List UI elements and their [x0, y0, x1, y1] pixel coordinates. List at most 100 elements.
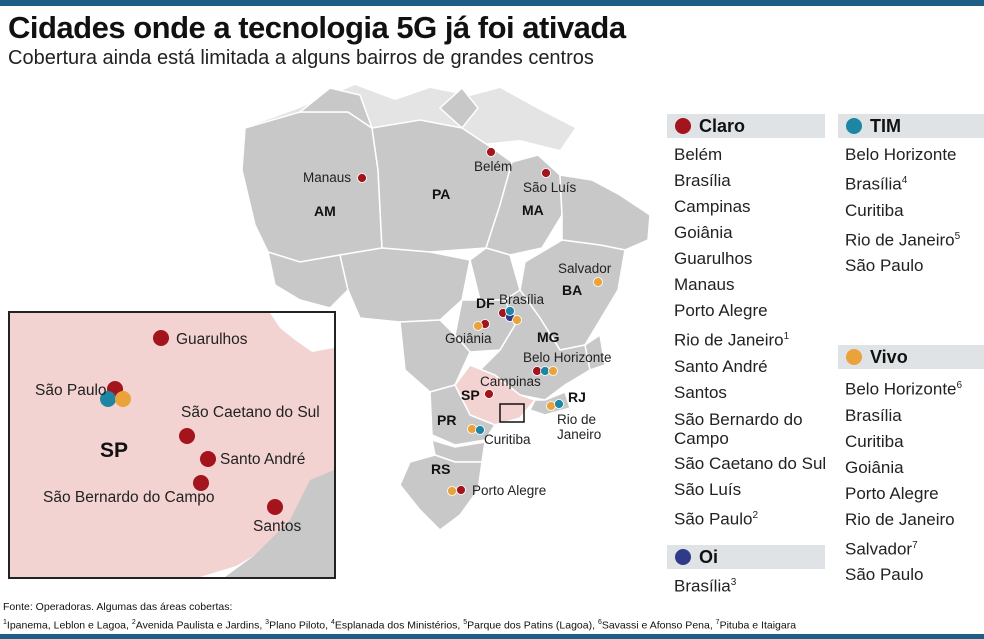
marker-tim-rio	[554, 399, 564, 409]
marker-vivo-goiania	[473, 321, 483, 331]
list-item: São Paulo	[845, 565, 924, 585]
list-item: Guarulhos	[674, 249, 753, 268]
inset-state-label: SP	[100, 439, 128, 462]
marker-vivo-rio	[546, 401, 556, 411]
tim-dot-icon	[846, 118, 862, 134]
list-item: Porto Alegre	[845, 483, 939, 503]
list-item: Brasília	[845, 405, 902, 425]
state-label-df: DF	[476, 295, 495, 311]
state-ma	[485, 154, 563, 256]
vivo-city-list: Belo Horizonte6 Brasília Curitiba Goiâni…	[838, 373, 984, 588]
list-item: São Paulo	[845, 256, 924, 276]
city-label-curitiba: Curitiba	[484, 432, 531, 447]
state-label-rj: RJ	[568, 389, 586, 405]
list-item: Belo Horizonte	[845, 145, 957, 164]
state-label-am: AM	[314, 203, 336, 219]
sp-zoom-box	[499, 403, 525, 423]
state-northeast	[559, 174, 651, 251]
list-item: São Caetano do Sul	[674, 453, 827, 473]
footnotes-line: 1Ipanema, Leblon e Lagoa, 2Avenida Pauli…	[3, 619, 797, 632]
list-item: São Bernardo do Campo	[674, 409, 803, 448]
marker-claro-manaus	[357, 173, 367, 183]
list-item: Goiânia	[845, 457, 904, 477]
city-label-manaus: Manaus	[303, 170, 351, 185]
city-label-rio-line2: Janeiro	[557, 427, 601, 442]
top-accent-bar	[0, 0, 984, 6]
state-rr	[297, 87, 374, 130]
state-label-ma: MA	[522, 202, 544, 218]
marker-vivo-salvador	[593, 277, 603, 287]
list-item: Rio de Janeiro5	[845, 230, 961, 250]
city-label-sao-luis: São Luís	[523, 180, 577, 195]
inset-label-sao-bernardo: São Bernardo do Campo	[43, 489, 214, 506]
source-note: Fonte: Operadoras. Algumas das áreas cob…	[3, 600, 796, 634]
panel-vivo: Vivo Belo Horizonte6 Brasília Curitiba G…	[838, 345, 984, 588]
list-item: Belo Horizonte6	[845, 379, 963, 399]
marker-tim-curitiba	[475, 425, 485, 435]
state-label-pa: PA	[432, 186, 450, 202]
state-mt	[339, 247, 471, 323]
marker-vivo-porto-alegre	[447, 486, 457, 496]
city-label-rio-line1: Rio de	[557, 412, 596, 427]
claro-city-list: Belém Brasília Campinas Goiânia Guarulho…	[667, 142, 827, 532]
state-label-ba: BA	[562, 282, 582, 298]
city-label-porto-alegre: Porto Alegre	[472, 483, 546, 498]
marker-tim-brasilia	[505, 306, 515, 316]
state-mg	[479, 288, 591, 401]
list-item: Porto Alegre	[674, 301, 768, 320]
panel-vivo-header: Vivo	[838, 345, 984, 369]
oi-city-list: Brasília3	[667, 570, 825, 600]
brazil-map: AM PA MA BA DF MG SP RJ PR RS Manaus Bel…	[8, 85, 651, 579]
city-label-campinas: Campinas	[480, 374, 541, 389]
panel-tim: TIM Belo Horizonte Brasília4 Curitiba Ri…	[838, 114, 984, 279]
sp-inset	[8, 311, 336, 579]
state-label-mg: MG	[537, 329, 560, 345]
inset-label-sao-caetano: São Caetano do Sul	[181, 404, 320, 421]
list-item: São Paulo2	[674, 509, 759, 529]
list-item: Brasília3	[674, 576, 737, 596]
panel-oi-header: Oi	[667, 545, 825, 569]
page-subtitle: Cobertura ainda está limitada a alguns b…	[8, 47, 594, 69]
list-item: Brasília	[674, 171, 731, 190]
city-label-goiania: Goiânia	[445, 331, 492, 346]
inset-label-sao-paulo: São Paulo	[35, 382, 107, 399]
list-item: Rio de Janeiro1	[674, 330, 790, 350]
page-title: Cidades onde a tecnologia 5G já foi ativ…	[8, 10, 626, 45]
list-item: Curitiba	[845, 200, 904, 220]
oi-dot-icon	[675, 549, 691, 565]
state-ac-ro	[267, 250, 349, 309]
state-ms	[399, 319, 471, 393]
vivo-dot-icon	[846, 349, 862, 365]
panel-oi-title: Oi	[699, 546, 719, 567]
state-ap	[438, 86, 479, 130]
city-label-salvador: Salvador	[558, 261, 612, 276]
list-item: Campinas	[674, 197, 751, 216]
state-am	[241, 111, 383, 263]
marker-claro-belem	[486, 147, 496, 157]
state-label-pr: PR	[437, 412, 456, 428]
list-item: Salvador7	[845, 539, 918, 559]
list-item: Manaus	[674, 275, 735, 294]
state-label-rs: RS	[431, 461, 450, 477]
marker-vivo-curitiba	[467, 424, 477, 434]
inset-label-santo-andre: Santo André	[220, 451, 305, 468]
list-item: Goiânia	[674, 223, 733, 242]
inset-label-guarulhos: Guarulhos	[176, 331, 248, 348]
list-item: São Luís	[674, 479, 742, 499]
city-label-belem: Belém	[474, 159, 512, 174]
claro-dot-icon	[675, 118, 691, 134]
marker-vivo-brasilia	[512, 315, 522, 325]
state-label-sp: SP	[461, 387, 480, 403]
panel-oi: Oi Brasília3	[667, 545, 825, 600]
panel-claro-header: Claro	[667, 114, 825, 138]
panel-tim-title: TIM	[870, 115, 901, 136]
panel-tim-header: TIM	[838, 114, 984, 138]
list-item: Rio de Janeiro	[845, 509, 955, 529]
panel-vivo-title: Vivo	[870, 346, 908, 367]
panel-claro-title: Claro	[699, 115, 746, 136]
list-item: Belém	[674, 145, 723, 164]
list-item: Curitiba	[845, 431, 904, 451]
marker-claro-sao-luis	[541, 168, 551, 178]
state-es	[584, 333, 606, 371]
state-rs	[399, 454, 483, 531]
